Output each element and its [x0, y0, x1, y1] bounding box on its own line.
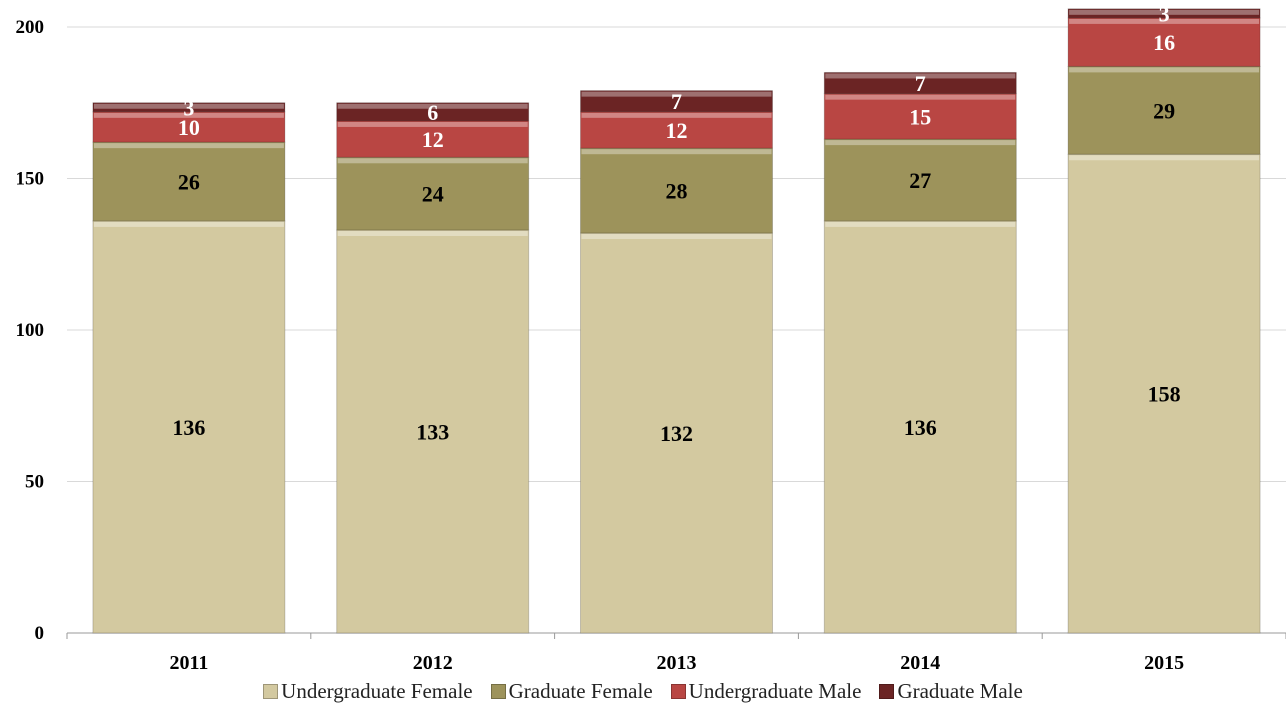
data-label: 28 — [666, 179, 688, 204]
legend-item: Undergraduate Male — [670, 678, 862, 704]
data-label: 7 — [671, 89, 682, 114]
data-label: 29 — [1153, 98, 1175, 123]
x-tick-label: 2011 — [169, 652, 208, 674]
bar-segment — [1067, 65, 1261, 155]
data-label: 26 — [178, 170, 200, 195]
data-label: 6 — [427, 100, 438, 125]
data-label: 132 — [660, 421, 693, 446]
x-tick-label: 2015 — [1144, 652, 1184, 674]
bar-segment — [823, 93, 1017, 140]
legend-label: Undergraduate Male — [688, 678, 862, 703]
x-axis-ticks: 2011 2012 2013 2014 2015 — [169, 652, 1184, 674]
bar-segment — [580, 90, 773, 113]
bar-stack: 132 28 12 7 — [580, 89, 773, 634]
data-label: 3 — [1159, 1, 1170, 26]
y-axis-ticks: 0 50 100 150 200 — [16, 17, 45, 644]
bar-highlight — [337, 121, 528, 127]
legend-item: Graduate Male — [879, 678, 1023, 704]
bar-highlight — [337, 103, 528, 109]
axes — [66, 632, 1286, 639]
data-label: 24 — [422, 182, 444, 207]
bar-segment — [580, 147, 773, 234]
data-label: 158 — [1148, 382, 1181, 407]
bar-segment — [336, 102, 530, 122]
y-tick-label: 100 — [16, 320, 45, 341]
bar-segment — [1067, 153, 1261, 634]
bar-highlight — [825, 140, 1016, 146]
bar-highlight — [581, 149, 772, 155]
bar-segment — [823, 220, 1017, 634]
bar-highlight — [581, 112, 772, 118]
bar-highlight — [337, 158, 528, 164]
bar-highlight — [93, 112, 284, 118]
bar-segment — [92, 141, 286, 222]
bar-stack: 158 29 16 3 — [1067, 1, 1261, 634]
data-label: 136 — [904, 415, 937, 440]
x-tick-label: 2013 — [657, 652, 697, 674]
legend-label: Graduate Female — [508, 678, 653, 703]
legend: Undergraduate Female Graduate Female Und… — [0, 678, 1286, 704]
bar-highlight — [825, 73, 1016, 79]
data-label: 10 — [178, 115, 200, 140]
bar-highlight — [93, 103, 284, 109]
bar-highlight — [1069, 155, 1260, 161]
bar-stack: 133 24 126 — [336, 100, 530, 634]
bar-segment — [823, 138, 1017, 222]
data-label: 7 — [915, 71, 926, 96]
bar-segment — [336, 156, 530, 231]
bar-segment — [336, 229, 530, 634]
bar-highlight — [581, 234, 772, 240]
data-label: 16 — [1153, 30, 1175, 55]
bar-segment — [1067, 17, 1261, 67]
y-tick-label: 0 — [35, 623, 45, 644]
y-tick-label: 50 — [25, 472, 44, 493]
bar-highlight — [93, 143, 284, 149]
bar-highlight — [581, 91, 772, 97]
bar-highlight — [93, 221, 284, 227]
bar-segment — [580, 232, 773, 634]
bar-segment — [336, 120, 530, 158]
bar-highlight — [337, 231, 528, 237]
y-tick-label: 200 — [16, 17, 45, 38]
bar-highlight — [1069, 18, 1260, 24]
y-tick-label: 150 — [16, 169, 45, 190]
legend-item: Undergraduate Female — [263, 678, 473, 704]
data-label: 3 — [183, 95, 194, 120]
data-label: 133 — [416, 420, 449, 445]
legend-swatch-icon — [490, 683, 506, 699]
bar-stack: 136 26 103 — [92, 95, 286, 634]
data-label: 12 — [422, 127, 444, 152]
bar-highlight — [825, 94, 1016, 100]
legend-swatch-icon — [263, 683, 279, 699]
bar-segment — [92, 111, 286, 143]
legend-swatch-icon — [670, 683, 686, 699]
data-label: 136 — [172, 415, 205, 440]
bar-highlight — [1069, 67, 1260, 73]
bar-segment — [1067, 8, 1261, 19]
legend-swatch-icon — [879, 683, 895, 699]
legend-label: Undergraduate Female — [281, 678, 473, 703]
bar-segment — [92, 102, 286, 113]
data-label: 12 — [666, 118, 688, 143]
data-label: 27 — [909, 168, 931, 193]
bar-highlight — [1069, 9, 1260, 15]
bar-stack: 136 27 15 7 — [823, 71, 1017, 634]
legend-item: Graduate Female — [490, 678, 653, 704]
data-label: 15 — [909, 104, 931, 129]
bar-segment — [823, 71, 1017, 95]
bar-highlight — [825, 221, 1016, 227]
x-tick-label: 2014 — [900, 652, 940, 674]
legend-label: Graduate Male — [897, 678, 1023, 703]
x-tick-label: 2012 — [413, 652, 453, 674]
